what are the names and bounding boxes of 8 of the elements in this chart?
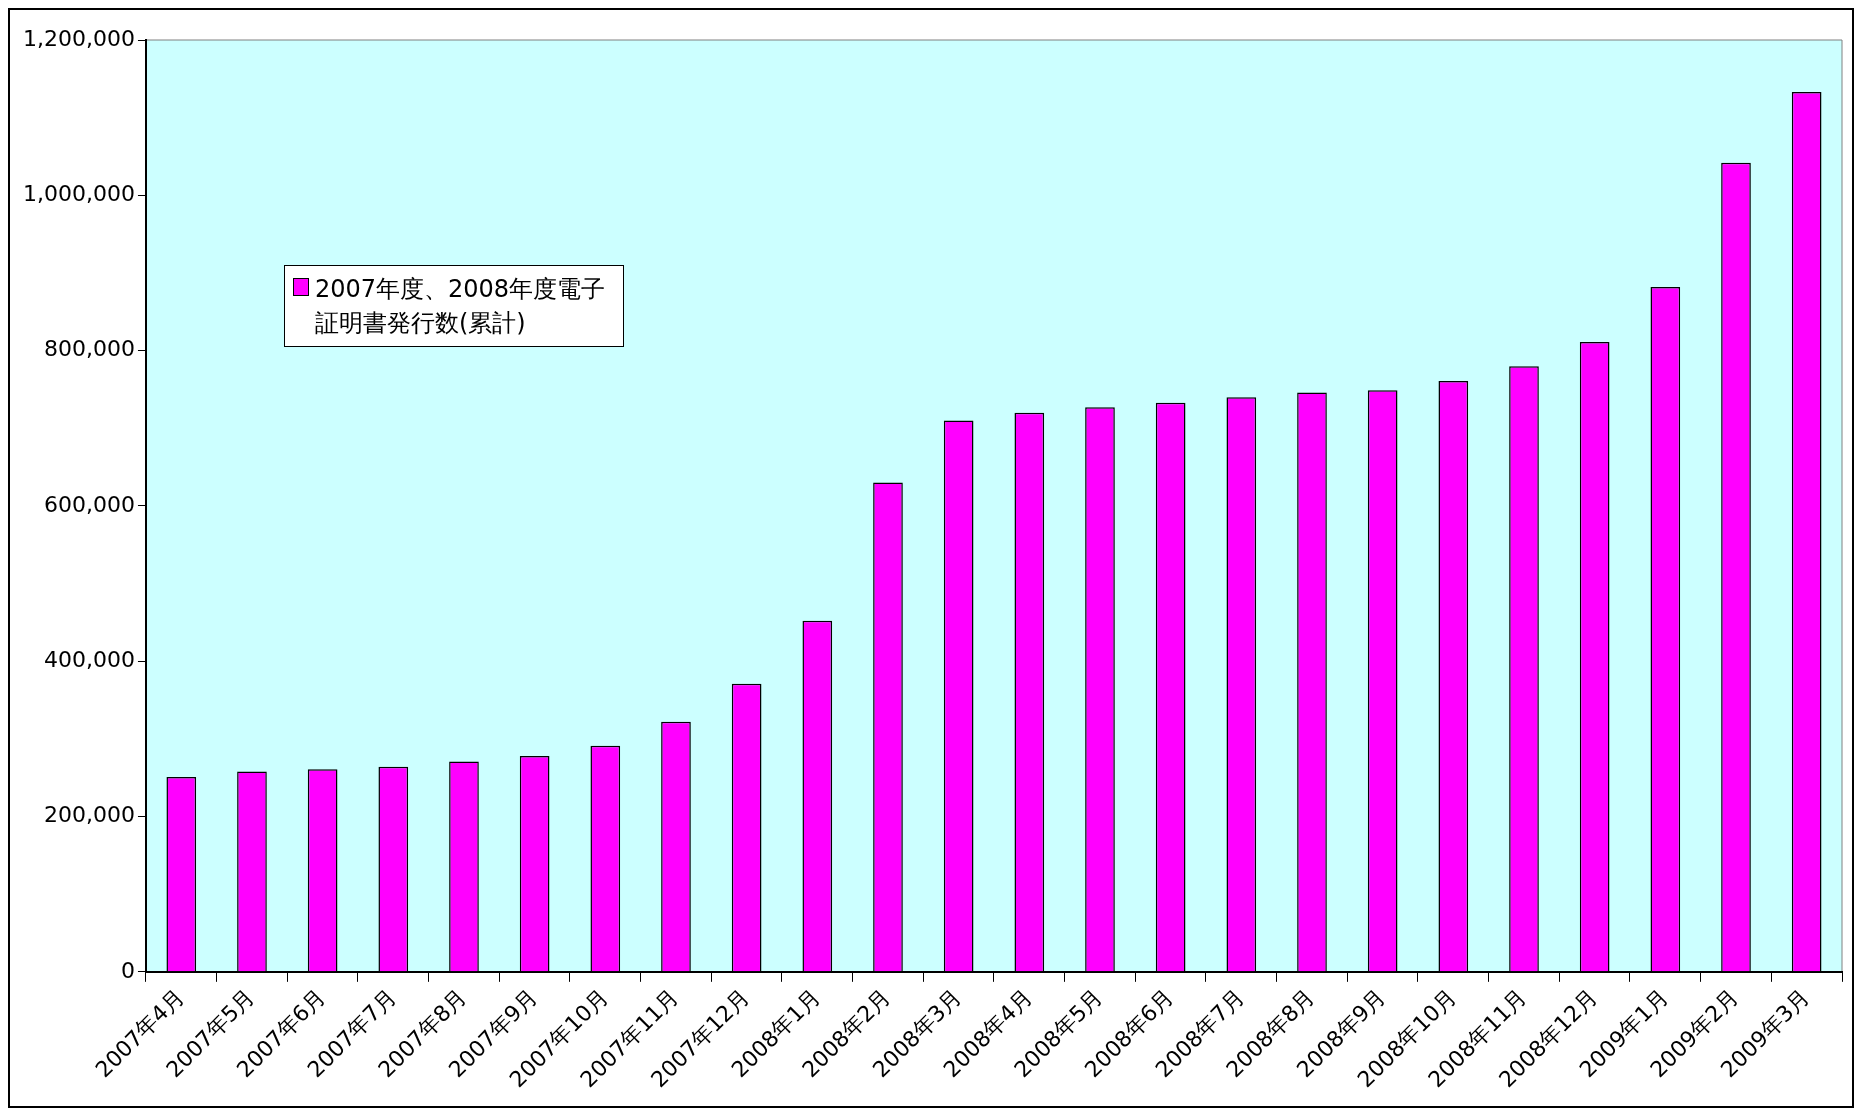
y-tick-label: 800,000	[43, 336, 135, 362]
y-tick-label: 0	[120, 957, 135, 983]
y-tick-label: 400,000	[43, 646, 135, 672]
y-tick-label: 1,200,000	[23, 25, 135, 51]
y-tick-label: 600,000	[43, 491, 135, 517]
y-tick-label: 200,000	[43, 802, 135, 828]
legend-label: 2007年度、2008年度電子証明書発行数(累計)	[314, 274, 607, 339]
y-tick-label: 1,000,000	[23, 181, 135, 207]
